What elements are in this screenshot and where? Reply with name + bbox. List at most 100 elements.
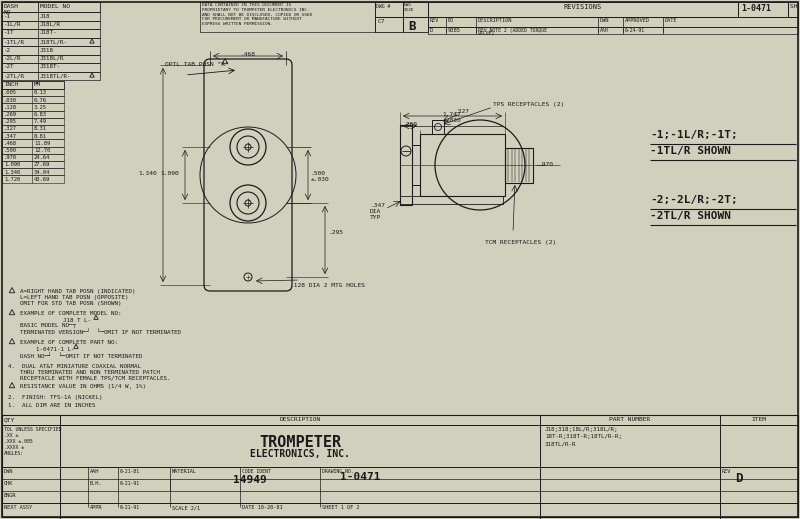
Bar (400, 196, 503, 204)
Text: VALUE): VALUE) (478, 31, 495, 36)
Text: AAH: AAH (90, 469, 99, 474)
Text: EO: EO (448, 19, 454, 23)
Text: 6-21-91: 6-21-91 (120, 505, 140, 510)
Text: CODE IDENT: CODE IDENT (242, 469, 270, 474)
Bar (2, 46, 100, 54)
Text: -1: -1 (4, 13, 11, 19)
Text: .970: .970 (538, 162, 553, 167)
Bar (2, 118, 64, 125)
Bar (505, 148, 533, 183)
Text: -1TL/R: -1TL/R (4, 39, 25, 44)
Bar (738, 2, 788, 17)
Bar (2, 132, 64, 140)
Text: 6-24-91: 6-24-91 (625, 28, 645, 33)
Bar (2, 140, 64, 146)
Bar (2, 20, 100, 29)
Text: 1.340: 1.340 (138, 171, 157, 176)
Text: DATA CONTAINED IN THIS DOCUMENT IS
PROPRIETARY TO TROMPETER ELECTRONICS INC.
AND: DATA CONTAINED IN THIS DOCUMENT IS PROPR… (202, 4, 312, 26)
Text: J18: J18 (40, 13, 50, 19)
Bar (428, 27, 798, 34)
Text: .005: .005 (4, 90, 17, 95)
Bar (403, 17, 428, 32)
Text: B: B (408, 20, 415, 33)
Text: -2: -2 (4, 48, 11, 52)
Text: 27.69: 27.69 (34, 162, 50, 168)
Text: MODEL NO: MODEL NO (40, 4, 70, 9)
Text: 1-0471: 1-0471 (340, 472, 381, 482)
Bar (2, 29, 100, 37)
Text: J318L/R: J318L/R (40, 56, 65, 61)
Text: NEXT ASSY: NEXT ASSY (4, 505, 32, 510)
Text: DWG
SIZE: DWG SIZE (404, 4, 414, 12)
Text: 6-21-91: 6-21-91 (120, 481, 140, 486)
Text: -1L/R: -1L/R (4, 22, 22, 27)
Text: SCALE 2/1: SCALE 2/1 (172, 505, 200, 510)
Text: .XXXX ±: .XXXX ± (4, 445, 24, 450)
Text: BASIC MODEL NO─┬: BASIC MODEL NO─┬ (20, 323, 76, 329)
Text: RECEPTACLE WITH FEMALE TPS/TCM RECEPTACLES.: RECEPTACLE WITH FEMALE TPS/TCM RECEPTACL… (20, 376, 170, 381)
Text: APPROVED: APPROVED (625, 19, 650, 23)
Text: .500: .500 (4, 148, 17, 153)
Text: 11.89: 11.89 (34, 141, 50, 146)
Bar (400, 125, 412, 205)
Text: J318T-: J318T- (40, 64, 61, 70)
Text: C7: C7 (378, 19, 386, 24)
Text: SHEET 1 OF 2: SHEET 1 OF 2 (322, 505, 359, 510)
Text: 0.13: 0.13 (34, 90, 47, 95)
Text: -1;-1L/R;-1T;: -1;-1L/R;-1T; (650, 130, 738, 140)
Text: .269: .269 (4, 112, 17, 117)
Text: DRAWING NO.: DRAWING NO. (322, 469, 354, 474)
Text: ELECTRONICS, INC.: ELECTRONICS, INC. (250, 449, 350, 459)
Text: INCH: INCH (4, 83, 18, 88)
Text: J18TL/R-: J18TL/R- (40, 39, 68, 44)
Bar (2, 2, 100, 12)
Bar (2, 161, 64, 168)
Text: J318TL/R-: J318TL/R- (40, 73, 71, 78)
Text: .128 DIA 2 MTG HOLES: .128 DIA 2 MTG HOLES (290, 283, 365, 288)
Text: 2.  FINISH: TFS-1A (NICKEL): 2. FINISH: TFS-1A (NICKEL) (8, 395, 102, 400)
Bar (2, 81, 64, 89)
Bar (788, 2, 798, 17)
Text: RESISTANCE VALUE IN OHMS (1/4 W, 1%): RESISTANCE VALUE IN OHMS (1/4 W, 1%) (20, 384, 146, 389)
Text: DASH
NO: DASH NO (4, 4, 19, 15)
Text: 1.090: 1.090 (160, 171, 178, 176)
Text: 7.49: 7.49 (34, 119, 47, 124)
Bar (2, 168, 64, 175)
Bar (375, 17, 403, 32)
Bar (2, 125, 64, 132)
Text: EXAMPLE OF COMPLETE PART NO:: EXAMPLE OF COMPLETE PART NO: (20, 340, 118, 345)
Text: .970: .970 (4, 155, 17, 160)
Text: MATERIAL: MATERIAL (172, 469, 197, 474)
Text: APPR: APPR (90, 505, 102, 510)
Bar (2, 37, 100, 46)
Text: .030: .030 (4, 98, 17, 103)
Bar (200, 2, 375, 32)
Text: DWG #: DWG # (376, 4, 390, 8)
Text: -2;-2L/R;-2T;: -2;-2L/R;-2T; (650, 195, 738, 205)
Text: L=LEFT HAND TAB POSN (OPPOSITE): L=LEFT HAND TAB POSN (OPPOSITE) (20, 295, 129, 300)
Text: .500
±.030: .500 ±.030 (311, 171, 330, 182)
Text: DWN: DWN (4, 469, 14, 474)
Bar (412, 145, 420, 185)
Bar (2, 103, 64, 111)
Text: ANGLES:: ANGLES: (4, 451, 24, 456)
Bar (2, 415, 798, 517)
Text: J18L/R: J18L/R (40, 22, 61, 27)
Text: .128: .128 (4, 105, 17, 110)
Text: .347: .347 (4, 134, 17, 139)
Circle shape (245, 200, 251, 206)
Bar (428, 17, 798, 27)
Text: DWN: DWN (600, 19, 610, 23)
Text: DATE: DATE (665, 19, 678, 23)
Text: DASH NO─┘  └─OMIT IF NOT TERMINATED: DASH NO─┘ └─OMIT IF NOT TERMINATED (20, 353, 142, 359)
Bar (2, 146, 64, 154)
Circle shape (245, 144, 251, 150)
Text: .327: .327 (4, 127, 17, 131)
Text: 1.090: 1.090 (4, 162, 20, 168)
Text: .XXX ±.005: .XXX ±.005 (4, 439, 33, 444)
Text: 1-0471-1 L-: 1-0471-1 L- (36, 347, 74, 352)
Text: TCM RECEPTACLES (2): TCM RECEPTACLES (2) (485, 240, 556, 245)
Text: 8.81: 8.81 (34, 134, 47, 139)
Text: REVISIONS: REVISIONS (564, 4, 602, 10)
Text: .468: .468 (241, 52, 255, 57)
